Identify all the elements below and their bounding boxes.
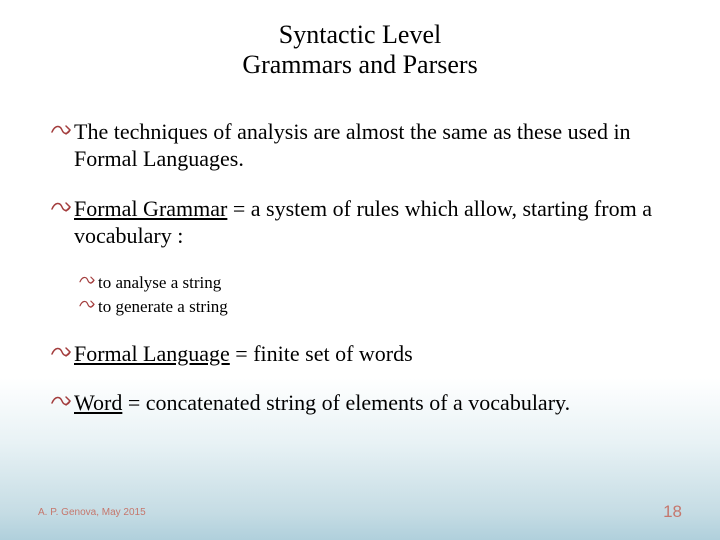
swash-bullet-icon (50, 118, 72, 140)
sub-bullet-text: to analyse a string (98, 272, 221, 294)
sub-bullet-group: to analyse a string to generate a string (50, 272, 670, 318)
sub-bullet-text: to generate a string (98, 296, 228, 318)
bullet-item-1: The techniques of analysis are almost th… (50, 118, 670, 173)
bullet-text: Formal Grammar = a system of rules which… (74, 195, 670, 250)
swash-bullet-icon (50, 340, 72, 362)
sub-bullet-item-1: to analyse a string (78, 272, 670, 294)
swash-bullet-icon (50, 195, 72, 217)
bullet-rest: = concatenated string of elements of a v… (122, 390, 570, 415)
term-word: Word (74, 390, 122, 415)
sub-bullet-item-2: to generate a string (78, 296, 670, 318)
bullet-text: Word = concatenated string of elements o… (74, 389, 570, 417)
page-number: 18 (663, 502, 682, 522)
footer-author-date: A. P. Genova, May 2015 (38, 507, 146, 518)
bullet-text: Formal Language = finite set of words (74, 340, 413, 368)
title-line-2: Grammars and Parsers (50, 50, 670, 80)
term-formal-grammar: Formal Grammar (74, 196, 227, 221)
bullet-item-4: Word = concatenated string of elements o… (50, 389, 670, 417)
title-block: Syntactic Level Grammars and Parsers (50, 20, 670, 80)
title-line-1: Syntactic Level (50, 20, 670, 50)
bullet-rest: = finite set of words (230, 341, 413, 366)
swash-bullet-icon (78, 272, 96, 288)
term-formal-language: Formal Language (74, 341, 230, 366)
slide: Syntactic Level Grammars and Parsers The… (0, 0, 720, 540)
bullet-text: The techniques of analysis are almost th… (74, 118, 670, 173)
swash-bullet-icon (50, 389, 72, 411)
bullet-item-2: Formal Grammar = a system of rules which… (50, 195, 670, 250)
swash-bullet-icon (78, 296, 96, 312)
bullet-item-3: Formal Language = finite set of words (50, 340, 670, 368)
